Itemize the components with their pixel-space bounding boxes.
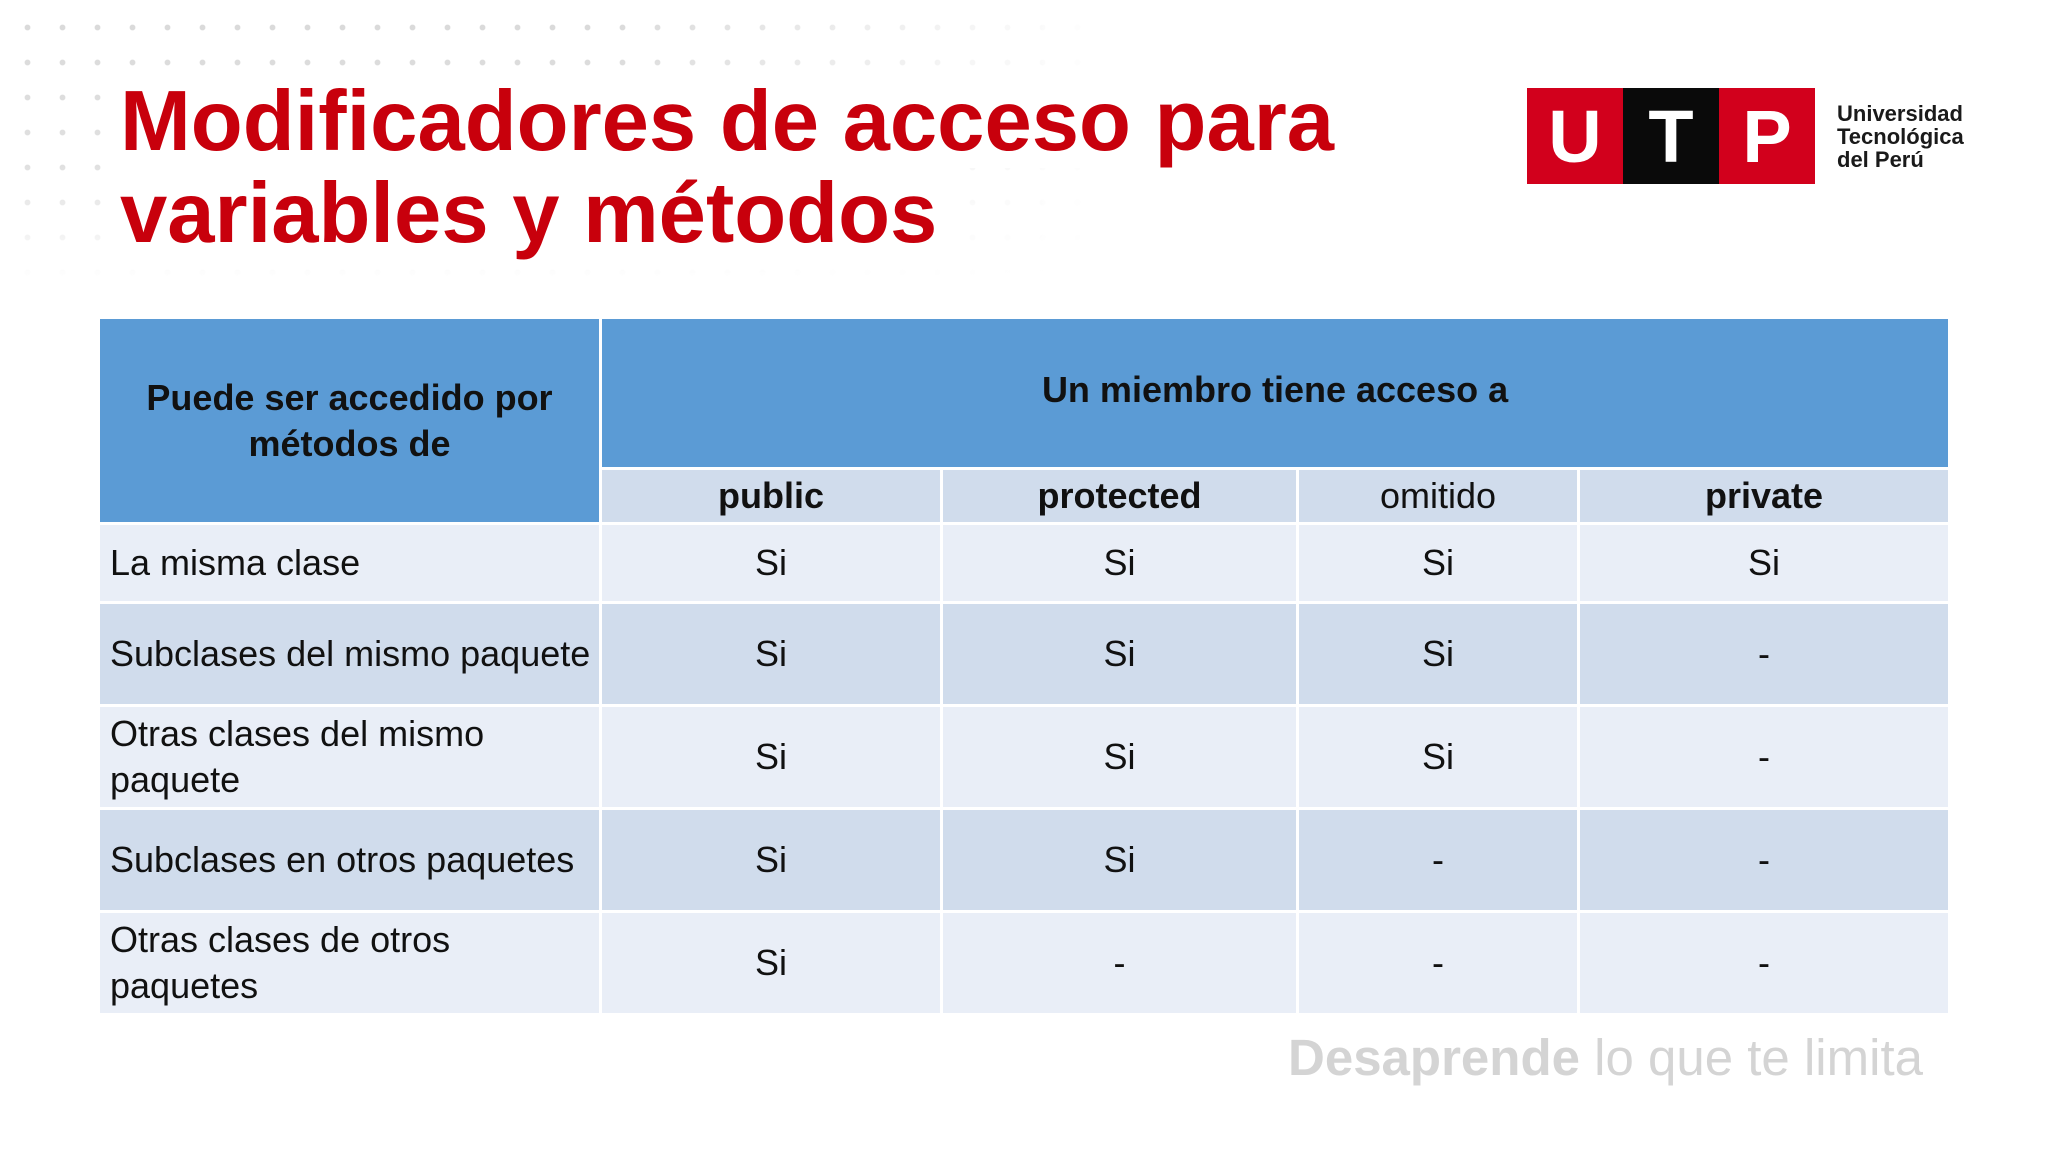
table-cell: Si bbox=[943, 810, 1299, 913]
table-cell: - bbox=[1580, 810, 1949, 913]
table-row: Otras clases del mismo paquete Si Si Si … bbox=[100, 707, 1949, 810]
corner-header: Puede ser accedido por métodos de bbox=[100, 319, 602, 525]
logo-letter-u: U bbox=[1527, 88, 1623, 184]
table-row: La misma clase Si Si Si Si bbox=[100, 525, 1949, 604]
table-row: Subclases en otros paquetes Si Si - - bbox=[100, 810, 1949, 913]
row-label: Subclases en otros paquetes bbox=[100, 810, 602, 913]
table-cell: Si bbox=[602, 810, 943, 913]
table-cell: - bbox=[1299, 810, 1580, 913]
table-cell: Si bbox=[602, 525, 943, 604]
logo-text-line: Tecnológica bbox=[1837, 123, 1964, 149]
logo-wordmark: Universidad Tecnológica del Perú bbox=[1837, 102, 1964, 171]
row-label: Otras clases de otros paquetes bbox=[100, 913, 602, 1016]
logo-text-line: del Perú bbox=[1837, 146, 1924, 172]
row-label: Otras clases del mismo paquete bbox=[100, 707, 602, 810]
table-row: Subclases del mismo paquete Si Si Si - bbox=[100, 604, 1949, 707]
tagline-rest: lo que te limita bbox=[1579, 1029, 1923, 1086]
tagline: Desaprende lo que te limita bbox=[1288, 1028, 1923, 1087]
table-cell: Si bbox=[943, 707, 1299, 810]
utp-logo: U T P Universidad Tecnológica del Perú bbox=[1527, 88, 1964, 184]
table-cell: Si bbox=[1299, 604, 1580, 707]
group-header: Un miembro tiene acceso a bbox=[602, 319, 1949, 470]
table-cell: Si bbox=[1299, 525, 1580, 604]
column-header-omitido: omitido bbox=[1299, 470, 1580, 525]
table-cell: - bbox=[1580, 913, 1949, 1016]
table-cell: Si bbox=[943, 604, 1299, 707]
table-cell: - bbox=[1580, 604, 1949, 707]
table-cell: - bbox=[1580, 707, 1949, 810]
logo-text-line: Universidad bbox=[1837, 100, 1963, 126]
table-row: Otras clases de otros paquetes Si - - - bbox=[100, 913, 1949, 1016]
row-label: Subclases del mismo paquete bbox=[100, 604, 602, 707]
table-cell: Si bbox=[1580, 525, 1949, 604]
table-cell: - bbox=[1299, 913, 1580, 1016]
column-header-protected: protected bbox=[943, 470, 1299, 525]
table-cell: Si bbox=[1299, 707, 1580, 810]
row-label: La misma clase bbox=[100, 525, 602, 604]
table-cell: Si bbox=[602, 913, 943, 1016]
slide-title: Modificadores de acceso para variables y… bbox=[120, 76, 1341, 260]
column-header-private: private bbox=[1580, 470, 1949, 525]
table-cell: Si bbox=[602, 604, 943, 707]
table-cell: Si bbox=[602, 707, 943, 810]
logo-letter-p: P bbox=[1719, 88, 1815, 184]
table-cell: - bbox=[943, 913, 1299, 1016]
column-header-public: public bbox=[602, 470, 943, 525]
slide-title-line-1: Modificadores de acceso para bbox=[120, 76, 1341, 168]
table-cell: Si bbox=[943, 525, 1299, 604]
slide-title-line-2: variables y métodos bbox=[120, 168, 944, 260]
access-modifiers-table: Puede ser accedido por métodos de Un mie… bbox=[100, 319, 1949, 1016]
logo-letter-t: T bbox=[1623, 88, 1719, 184]
tagline-bold: Desaprende bbox=[1288, 1029, 1580, 1086]
